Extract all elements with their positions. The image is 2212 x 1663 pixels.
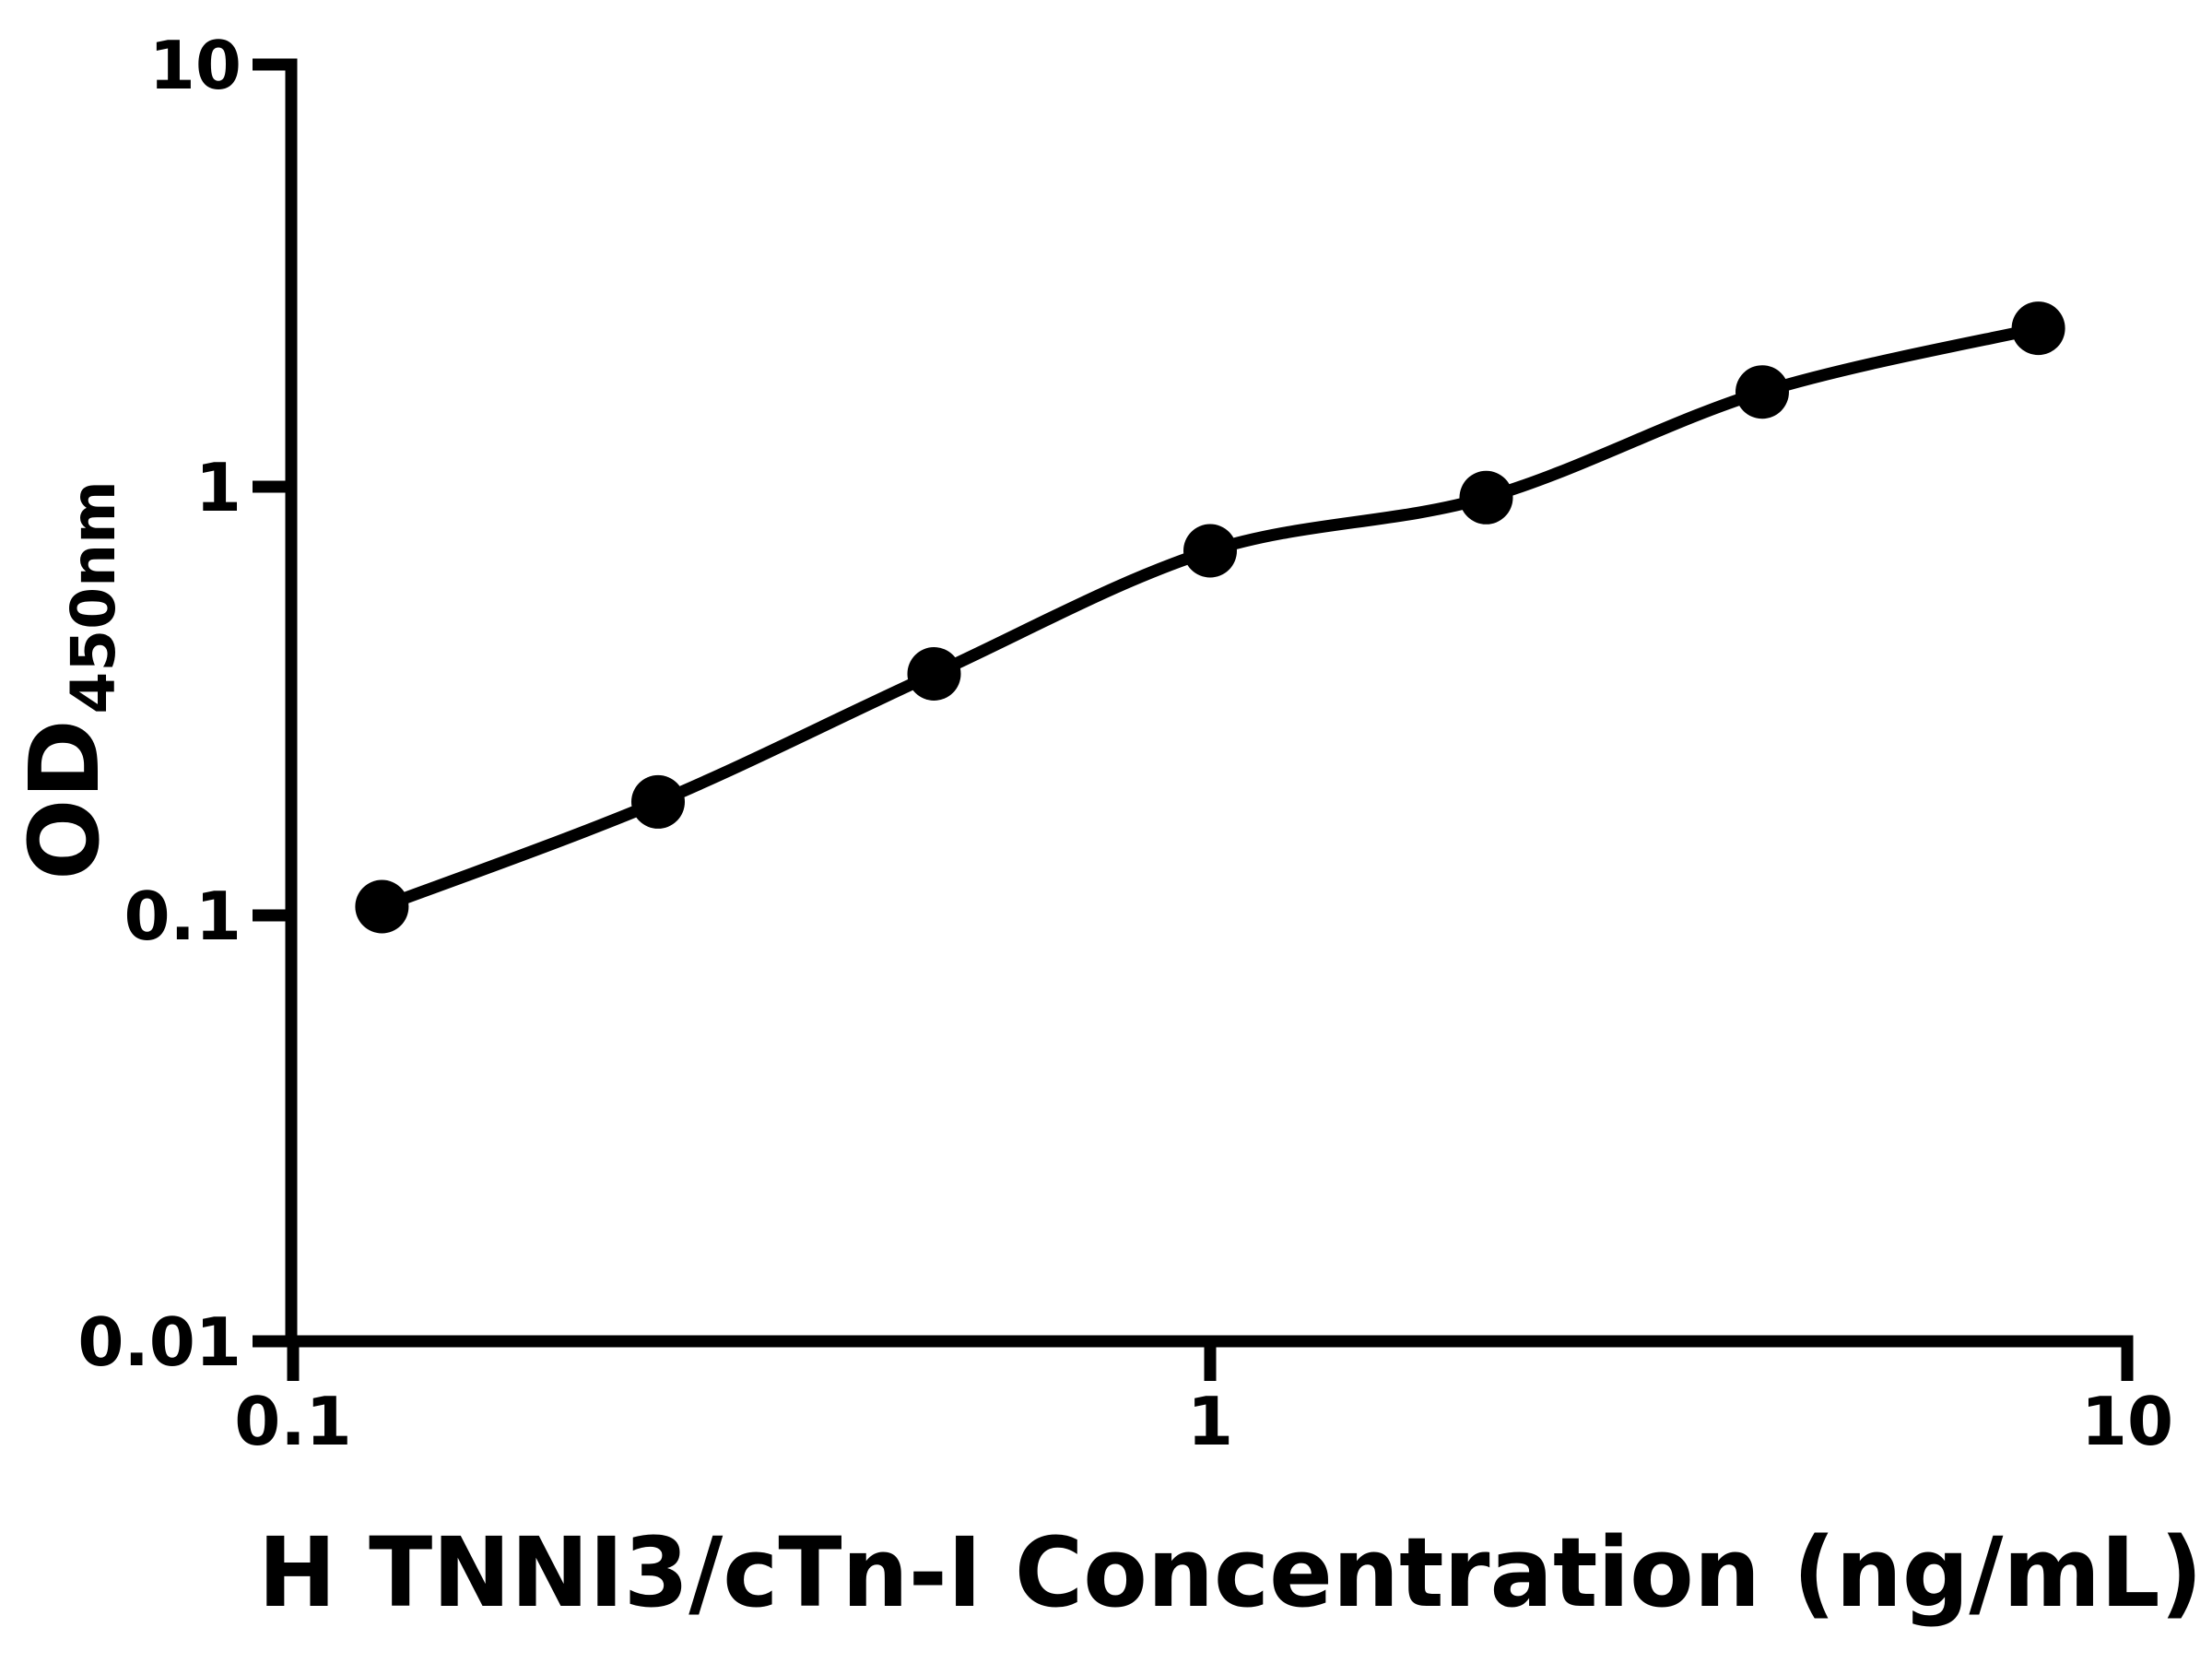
x-axis-title: H TNNI3/cTn-I Concentration (ng/mL) xyxy=(258,1516,2203,1629)
data-point-5 xyxy=(1735,365,1789,419)
x-tick-label-1: 1 xyxy=(1187,1383,1233,1460)
data-point-3 xyxy=(1183,524,1237,578)
series-layer xyxy=(355,301,2065,934)
y-tick-label-1: 1 xyxy=(195,449,241,526)
data-point-1 xyxy=(631,774,685,829)
data-point-0 xyxy=(355,879,409,934)
x-tick-label-10: 10 xyxy=(2081,1383,2173,1460)
y-tick-label-10: 10 xyxy=(149,27,241,104)
y-axis-title-subscript: 450nm xyxy=(58,480,129,714)
x-tick-label-0-1: 0.1 xyxy=(234,1383,352,1460)
data-point-4 xyxy=(1459,470,1513,525)
y-tick-label-0-1: 0.1 xyxy=(124,878,241,955)
data-point-2 xyxy=(907,647,961,701)
y-tick-label-0-01: 0.01 xyxy=(77,1303,241,1381)
y-axis-title-main: OD xyxy=(8,719,121,880)
data-point-6 xyxy=(2011,301,2065,356)
y-axis-title: OD 450nm xyxy=(8,480,129,880)
